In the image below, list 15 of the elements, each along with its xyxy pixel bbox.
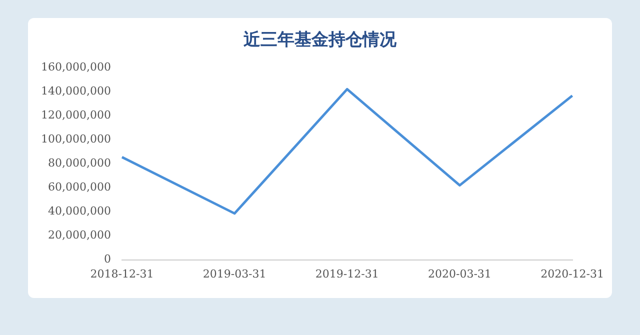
y-tick-label: 20,000,000: [48, 228, 111, 242]
y-tick-label: 100,000,000: [40, 132, 111, 146]
y-tick-label: 0: [104, 252, 111, 266]
x-tick-label: 2019-03-31: [202, 267, 266, 280]
y-tick-label: 80,000,000: [48, 156, 111, 170]
x-tick-label: 2020-03-31: [428, 267, 492, 280]
y-tick-label: 120,000,000: [40, 108, 111, 122]
y-tick-label: 140,000,000: [40, 84, 111, 98]
x-tick-label: 2020-12-31: [540, 267, 604, 280]
y-tick-label: 40,000,000: [48, 204, 111, 218]
y-tick-label: 160,000,000: [40, 60, 111, 74]
chart-title: 近三年基金持仓情况: [242, 29, 398, 51]
y-tick-label: 60,000,000: [48, 180, 111, 194]
x-tick-label: 2019-12-31: [315, 267, 379, 280]
x-tick-label: 2018-12-31: [90, 267, 154, 280]
